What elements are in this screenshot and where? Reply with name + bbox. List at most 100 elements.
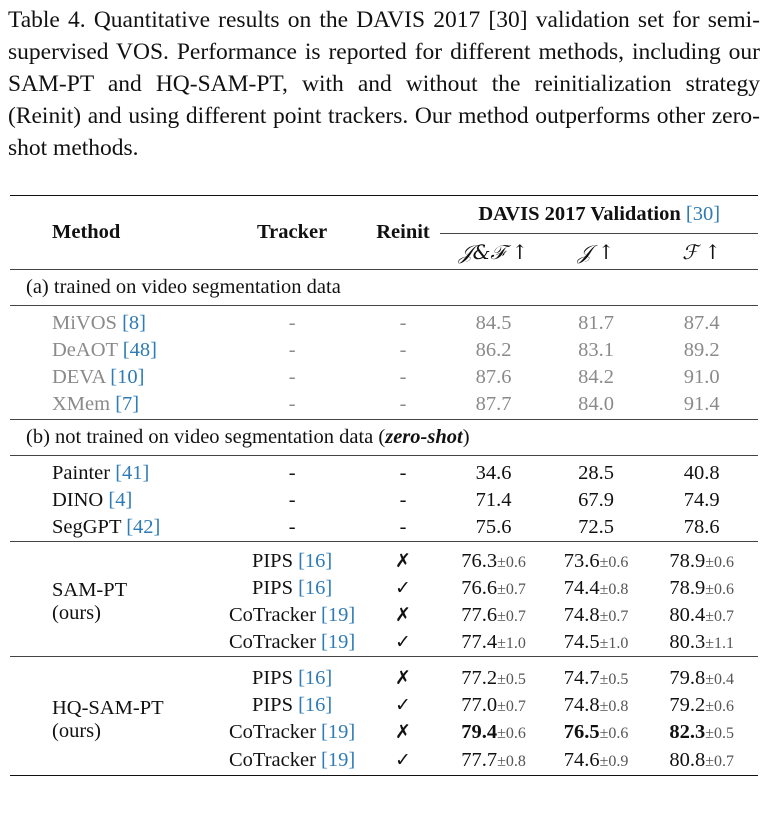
method-ref[interactable]: [7] bbox=[115, 393, 140, 416]
f-std: ±0.4 bbox=[705, 670, 735, 688]
tracker-ref[interactable]: [19] bbox=[321, 603, 356, 626]
jf-cell: 84.5 bbox=[475, 311, 512, 334]
table-row: CoTracker [19] ✓ 77.4±1.0 74.5±1.0 80.3±… bbox=[10, 629, 758, 657]
jf-std: ±0.6 bbox=[497, 553, 526, 571]
method-ref[interactable]: [8] bbox=[122, 311, 146, 334]
header-jf: 𝒥&ℱ ↑ bbox=[458, 239, 529, 264]
j-cell: 83.1 bbox=[578, 338, 614, 361]
tracker-cell: - bbox=[288, 488, 296, 511]
method-ref[interactable]: [10] bbox=[110, 365, 145, 388]
table-row: PIPS [16] ✓ 77.0±0.7 74.8±0.8 79.2±0.6 bbox=[10, 692, 758, 719]
reinit-cell: - bbox=[399, 393, 407, 416]
j-cell: 81.7 bbox=[578, 311, 614, 334]
header-davis-group: DAVIS 2017 Validation [30] bbox=[440, 195, 758, 234]
method-name: DINO bbox=[52, 488, 104, 511]
j-cell: 74.7 bbox=[563, 666, 600, 689]
section-b-emphasis: zero-shot bbox=[385, 426, 463, 448]
tracker-name: CoTracker bbox=[228, 630, 316, 653]
table-row: Painter [41] - - 34.6 28.5 40.8 bbox=[10, 460, 758, 487]
table-row: CoTracker [19] ✓ 77.7±0.8 74.6±0.9 80.8±… bbox=[10, 746, 758, 776]
tracker-cell: - bbox=[288, 338, 296, 361]
sampt-group-label: SAM-PT (ours) bbox=[10, 548, 219, 657]
f-std: ±0.6 bbox=[705, 553, 735, 571]
f-cell: 80.3 bbox=[669, 630, 706, 653]
method-ref[interactable]: [41] bbox=[115, 461, 150, 484]
jf-cell: 77.0 bbox=[461, 693, 498, 716]
j-std: ±0.6 bbox=[599, 724, 629, 742]
jf-std: ±0.7 bbox=[497, 580, 526, 598]
tracker-ref[interactable]: [16] bbox=[298, 666, 333, 689]
tracker-name: CoTracker bbox=[228, 603, 316, 626]
method-ref[interactable]: [48] bbox=[122, 338, 157, 361]
jf-cell: 75.6 bbox=[475, 515, 512, 538]
jf-cell: 34.6 bbox=[475, 461, 512, 484]
reinit-cell: - bbox=[399, 365, 407, 388]
tracker-cell: - bbox=[288, 461, 296, 484]
tracker-name: PIPS bbox=[251, 693, 293, 716]
jf-std: ±0.7 bbox=[497, 607, 526, 625]
j-std: ±0.9 bbox=[599, 752, 629, 770]
f-cell: 87.4 bbox=[683, 311, 720, 334]
jf-cell: 86.2 bbox=[475, 338, 512, 361]
header-davis-label: DAVIS 2017 Validation bbox=[478, 203, 681, 225]
f-cell: 78.9 bbox=[669, 576, 706, 599]
tracker-ref[interactable]: [16] bbox=[298, 549, 333, 572]
reinit-mark: ✓ bbox=[395, 577, 411, 599]
f-cell: 89.2 bbox=[683, 338, 720, 361]
f-std: ±0.6 bbox=[705, 580, 735, 598]
f-std: ±0.6 bbox=[705, 697, 735, 715]
reinit-cell: - bbox=[399, 311, 407, 334]
f-std: ±0.7 bbox=[705, 607, 735, 625]
table-row: DEVA [10] - - 87.6 84.2 91.0 bbox=[10, 364, 758, 391]
method-ref[interactable]: [42] bbox=[126, 515, 161, 538]
reinit-mark: ✓ bbox=[395, 631, 411, 654]
j-cell: 74.5 bbox=[563, 630, 600, 653]
jf-std: ±0.6 bbox=[497, 724, 526, 742]
sampt-name: SAM-PT bbox=[52, 578, 128, 601]
j-std: ±0.5 bbox=[599, 670, 629, 688]
tracker-name: CoTracker bbox=[228, 720, 316, 743]
f-cell: 80.4 bbox=[669, 603, 706, 626]
reinit-mark: ✗ bbox=[395, 667, 411, 689]
table-row: SegGPT [42] - - 75.6 72.5 78.6 bbox=[10, 514, 758, 542]
table-row: MiVOS [8] - - 84.5 81.7 87.4 bbox=[10, 310, 758, 337]
jf-cell: 77.7 bbox=[461, 748, 498, 771]
j-std: ±1.0 bbox=[599, 634, 629, 652]
reinit-mark: ✓ bbox=[395, 694, 411, 716]
tracker-ref[interactable]: [19] bbox=[321, 630, 356, 653]
f-cell: 78.9 bbox=[669, 549, 706, 572]
j-std: ±0.8 bbox=[599, 580, 629, 598]
tracker-ref[interactable]: [16] bbox=[298, 693, 333, 716]
hqsampt-name: HQ-SAM-PT bbox=[52, 696, 164, 719]
results-table: Method Tracker Reinit DAVIS 2017 Validat… bbox=[10, 195, 758, 776]
f-cell: 40.8 bbox=[683, 461, 720, 484]
method-name: DeAOT bbox=[52, 338, 118, 361]
jf-cell-best: 79.4 bbox=[461, 720, 498, 743]
jf-cell: 87.6 bbox=[475, 365, 512, 388]
f-cell: 91.0 bbox=[683, 365, 720, 388]
reinit-mark: ✗ bbox=[395, 721, 411, 743]
table-caption: Table 4. Quantitative results on the DAV… bbox=[8, 7, 760, 161]
header-davis-ref[interactable]: [30] bbox=[685, 203, 721, 225]
tracker-ref[interactable]: [19] bbox=[321, 748, 356, 771]
j-cell: 67.9 bbox=[578, 488, 614, 511]
jf-std: ±0.5 bbox=[497, 670, 526, 688]
f-cell: 80.8 bbox=[669, 748, 706, 771]
j-cell: 28.5 bbox=[578, 461, 614, 484]
f-cell-best: 82.3 bbox=[669, 720, 706, 743]
sampt-ours: (ours) bbox=[52, 601, 101, 624]
method-ref[interactable]: [4] bbox=[108, 488, 133, 511]
jf-cell: 76.3 bbox=[461, 549, 498, 572]
header-f: ℱ ↑ bbox=[682, 239, 722, 264]
f-std: ±0.7 bbox=[705, 752, 735, 770]
tracker-ref[interactable]: [19] bbox=[321, 720, 356, 743]
tracker-name: PIPS bbox=[251, 666, 293, 689]
j-std: ±0.8 bbox=[599, 697, 629, 715]
table-row: SAM-PT (ours) PIPS [16] ✗ 76.3±0.6 73.6±… bbox=[10, 548, 758, 624]
tracker-ref[interactable]: [16] bbox=[298, 576, 333, 599]
j-cell: 73.6 bbox=[563, 549, 600, 572]
tracker-cell: - bbox=[288, 515, 296, 538]
jf-std: ±1.0 bbox=[497, 634, 526, 652]
reinit-mark: ✓ bbox=[395, 749, 411, 772]
section-b-prefix: (b) not trained on video segmentation da… bbox=[26, 426, 386, 448]
